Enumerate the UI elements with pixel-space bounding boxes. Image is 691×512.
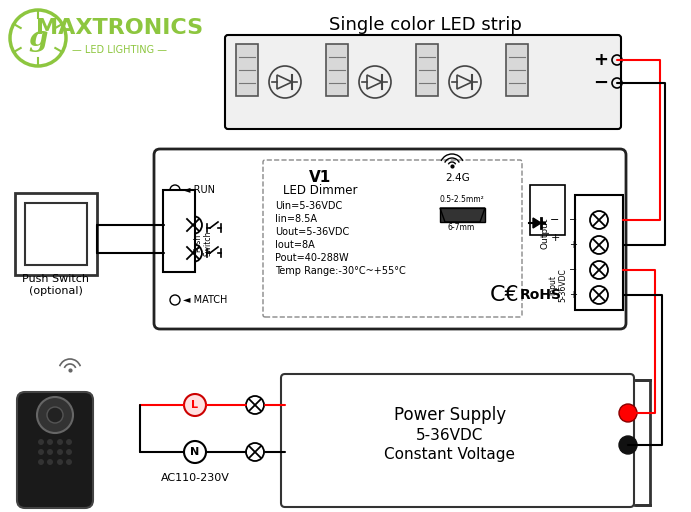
Bar [326, 44, 348, 96]
Circle shape [38, 439, 44, 445]
Circle shape [47, 449, 53, 455]
Text: −: − [569, 215, 577, 225]
Circle shape [38, 459, 44, 465]
FancyBboxPatch shape [263, 160, 522, 317]
Circle shape [66, 439, 72, 445]
Text: Push
Switch: Push Switch [193, 230, 213, 255]
Bar [440, 208, 485, 222]
Text: Uout=5-36VDC: Uout=5-36VDC [275, 227, 349, 237]
Circle shape [57, 449, 63, 455]
Circle shape [37, 397, 73, 433]
Text: RoHS: RoHS [520, 288, 562, 302]
Text: Temp Range:-30°C~+55°C: Temp Range:-30°C~+55°C [275, 266, 406, 276]
Text: Constant Voltage: Constant Voltage [384, 447, 515, 462]
Text: 6-7mm: 6-7mm [448, 224, 475, 232]
Text: +: + [569, 240, 577, 250]
Text: C€: C€ [490, 285, 520, 305]
Text: 5-36VDC: 5-36VDC [416, 428, 484, 442]
Bar [575, 195, 623, 310]
Text: Pout=40-288W: Pout=40-288W [275, 253, 349, 263]
Bar [236, 44, 258, 96]
Text: +: + [594, 51, 609, 69]
Circle shape [66, 459, 72, 465]
Circle shape [47, 407, 63, 423]
Bar [530, 185, 565, 235]
Circle shape [66, 449, 72, 455]
Circle shape [57, 439, 63, 445]
Text: −: − [550, 215, 560, 225]
Circle shape [47, 459, 53, 465]
Polygon shape [533, 218, 541, 228]
Text: Power Supply: Power Supply [394, 406, 506, 424]
Text: Iout=8A: Iout=8A [275, 240, 314, 250]
Text: −: − [569, 265, 577, 275]
Text: — LED LIGHTING —: — LED LIGHTING — [73, 45, 167, 55]
Text: 0.5-2.5mm²: 0.5-2.5mm² [440, 196, 485, 204]
Text: Iin=8.5A: Iin=8.5A [275, 214, 317, 224]
FancyBboxPatch shape [17, 392, 93, 508]
FancyBboxPatch shape [225, 35, 621, 129]
FancyBboxPatch shape [154, 149, 626, 329]
Bar [416, 44, 438, 96]
Text: LED Dimmer: LED Dimmer [283, 184, 357, 198]
Circle shape [619, 404, 637, 422]
Circle shape [38, 449, 44, 455]
Text: Uin=5-36VDC: Uin=5-36VDC [275, 201, 342, 211]
Text: ◄ MATCH: ◄ MATCH [183, 295, 227, 305]
Circle shape [47, 439, 53, 445]
Text: N: N [191, 447, 200, 457]
Bar [25, 203, 87, 265]
FancyBboxPatch shape [281, 374, 634, 507]
Text: AC110-230V: AC110-230V [160, 473, 229, 483]
Bar [15, 193, 97, 275]
Text: Single color LED strip: Single color LED strip [328, 16, 522, 34]
Bar [163, 190, 195, 272]
Bar [506, 44, 528, 96]
Text: MAXTRONICS: MAXTRONICS [37, 18, 204, 38]
Circle shape [619, 436, 637, 454]
Text: L: L [191, 400, 198, 410]
Circle shape [57, 459, 63, 465]
Text: Push Switch
(optional): Push Switch (optional) [23, 274, 90, 296]
Text: +: + [569, 290, 577, 300]
Text: V1: V1 [309, 169, 331, 184]
Circle shape [184, 441, 206, 463]
Text: −: − [594, 74, 609, 92]
Text: ◄ RUN: ◄ RUN [183, 185, 215, 195]
Text: 2.4G: 2.4G [445, 173, 470, 183]
Text: Output: Output [540, 217, 549, 249]
Circle shape [184, 394, 206, 416]
Text: g: g [28, 25, 48, 52]
Text: Input
5-36VDC: Input 5-36VDC [548, 268, 568, 302]
Text: +: + [550, 233, 560, 243]
